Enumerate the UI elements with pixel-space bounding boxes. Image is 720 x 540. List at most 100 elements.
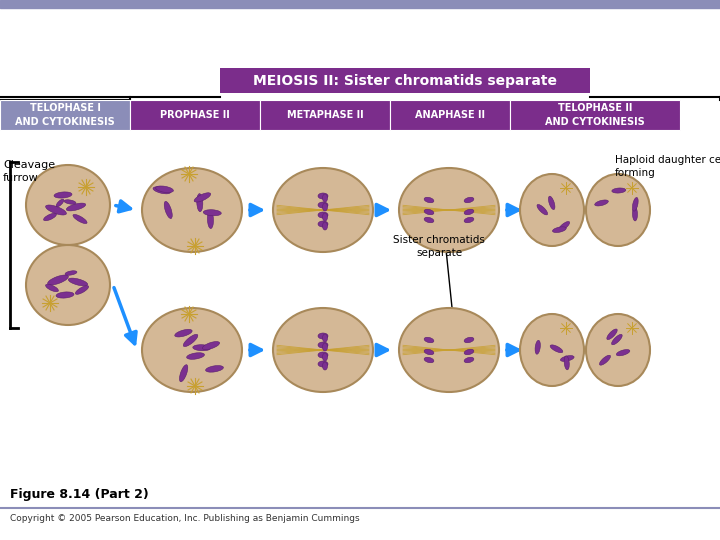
Ellipse shape (318, 352, 328, 358)
Ellipse shape (535, 340, 540, 354)
Ellipse shape (464, 349, 474, 355)
Ellipse shape (399, 168, 499, 252)
Ellipse shape (520, 174, 584, 246)
Ellipse shape (586, 174, 650, 246)
Bar (220, 68, 590, 93)
Ellipse shape (186, 353, 204, 359)
Ellipse shape (318, 202, 328, 208)
Ellipse shape (73, 214, 87, 224)
Text: Copyright © 2005 Pearson Education, Inc. Publishing as Benjamin Cummings: Copyright © 2005 Pearson Education, Inc.… (10, 514, 359, 523)
Ellipse shape (164, 201, 172, 219)
Text: Figure 8.14 (Part 2): Figure 8.14 (Part 2) (10, 488, 149, 501)
Ellipse shape (600, 355, 611, 365)
Ellipse shape (550, 345, 563, 353)
Ellipse shape (616, 349, 630, 356)
Ellipse shape (203, 210, 221, 216)
Ellipse shape (424, 349, 434, 355)
Ellipse shape (142, 308, 242, 392)
Ellipse shape (323, 213, 328, 221)
Ellipse shape (612, 188, 626, 193)
Ellipse shape (26, 165, 110, 245)
Ellipse shape (424, 357, 434, 363)
Bar (390, 100, 510, 130)
Ellipse shape (424, 210, 434, 215)
Text: TELOPHASE II
AND CYTOKINESIS: TELOPHASE II AND CYTOKINESIS (545, 103, 645, 126)
Text: Sister chromatids
separate: Sister chromatids separate (393, 235, 485, 258)
Ellipse shape (323, 203, 328, 211)
Ellipse shape (193, 345, 211, 351)
Ellipse shape (207, 211, 213, 228)
Ellipse shape (520, 314, 584, 386)
Ellipse shape (318, 221, 328, 227)
Ellipse shape (48, 275, 68, 285)
Ellipse shape (399, 308, 499, 392)
Ellipse shape (424, 197, 434, 202)
Bar (0, 100, 130, 130)
Text: PROPHASE II: PROPHASE II (160, 110, 230, 120)
Ellipse shape (45, 284, 58, 292)
Bar (510, 100, 680, 130)
Ellipse shape (142, 168, 242, 252)
Ellipse shape (66, 203, 86, 211)
Ellipse shape (558, 221, 570, 231)
Ellipse shape (56, 292, 74, 298)
Ellipse shape (68, 278, 88, 286)
Text: ANAPHASE II: ANAPHASE II (415, 110, 485, 120)
Ellipse shape (464, 357, 474, 363)
Ellipse shape (179, 364, 188, 382)
Text: Cleavage
furrow: Cleavage furrow (3, 160, 55, 183)
Ellipse shape (318, 342, 328, 348)
Ellipse shape (586, 314, 650, 386)
Ellipse shape (273, 308, 373, 392)
Ellipse shape (611, 334, 622, 345)
Ellipse shape (206, 366, 223, 372)
Ellipse shape (323, 222, 328, 230)
Ellipse shape (54, 192, 72, 198)
Text: METAPHASE II: METAPHASE II (287, 110, 364, 120)
Ellipse shape (318, 333, 328, 339)
Ellipse shape (424, 217, 434, 222)
Ellipse shape (632, 198, 638, 211)
Ellipse shape (156, 186, 174, 193)
Ellipse shape (26, 245, 110, 325)
Ellipse shape (537, 205, 548, 215)
Bar (130, 100, 260, 130)
Ellipse shape (632, 207, 637, 221)
Ellipse shape (44, 213, 56, 221)
Ellipse shape (45, 205, 66, 215)
Ellipse shape (318, 212, 328, 218)
Ellipse shape (323, 334, 328, 342)
Text: TELOPHASE I
AND CYTOKINESIS: TELOPHASE I AND CYTOKINESIS (15, 103, 115, 126)
Ellipse shape (323, 353, 328, 361)
Ellipse shape (273, 168, 373, 252)
Ellipse shape (318, 193, 328, 199)
Ellipse shape (76, 286, 89, 294)
Text: MEIOSIS II: Sister chromatids separate: MEIOSIS II: Sister chromatids separate (253, 73, 557, 87)
Ellipse shape (318, 361, 328, 367)
Ellipse shape (560, 355, 574, 361)
Bar (260, 100, 390, 130)
Ellipse shape (464, 197, 474, 202)
Ellipse shape (323, 194, 328, 202)
Ellipse shape (184, 334, 198, 347)
Ellipse shape (175, 329, 192, 337)
Ellipse shape (464, 210, 474, 215)
Ellipse shape (194, 193, 211, 202)
Ellipse shape (549, 196, 555, 210)
Ellipse shape (153, 187, 171, 194)
Ellipse shape (464, 217, 474, 222)
Ellipse shape (56, 199, 64, 207)
Text: Haploid daughter cells
forming: Haploid daughter cells forming (615, 155, 720, 178)
Ellipse shape (607, 329, 617, 340)
Ellipse shape (323, 362, 328, 370)
Ellipse shape (64, 200, 76, 204)
Ellipse shape (65, 271, 77, 275)
Ellipse shape (552, 227, 566, 233)
Bar (0, 0, 720, 8)
Ellipse shape (564, 356, 570, 370)
Ellipse shape (197, 194, 203, 212)
Ellipse shape (464, 338, 474, 343)
Ellipse shape (424, 338, 434, 343)
Ellipse shape (595, 200, 608, 206)
Ellipse shape (323, 343, 328, 351)
